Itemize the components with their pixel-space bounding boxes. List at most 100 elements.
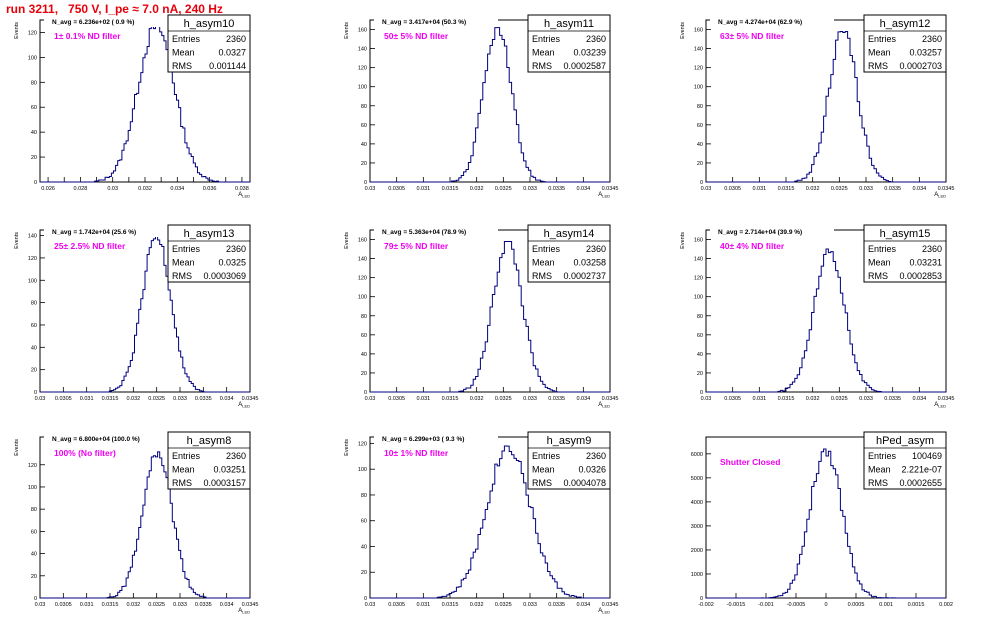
histogram-panel: 0 20 40 60 80 100 120 0.026 0.028 0.03 0.032 0.034 0… bbox=[14, 14, 251, 199]
histogram-name: h_asym13 bbox=[184, 228, 235, 240]
y-tick-label: 80 bbox=[361, 493, 367, 499]
y-tick-label: 120 bbox=[694, 276, 703, 282]
histogram-panel: 0 20 40 60 80 100 120 140 160 0.03 0.0305 0.031 0.03… bbox=[344, 224, 618, 409]
stats-key: Mean bbox=[532, 48, 555, 58]
x-tick-label: 0.034 bbox=[220, 602, 234, 608]
y-tick-label: 0 bbox=[700, 390, 703, 396]
y-tick-label: 140 bbox=[694, 257, 703, 263]
x-axis-label: ALED bbox=[934, 402, 946, 409]
stats-key: Mean bbox=[868, 258, 891, 268]
y-tick-label: 140 bbox=[694, 47, 703, 53]
y-tick-label: 40 bbox=[31, 552, 37, 558]
stats-value: 0.001144 bbox=[209, 61, 246, 71]
y-tick-label: 0 bbox=[364, 596, 367, 602]
histogram-curve bbox=[706, 248, 946, 393]
stats-key: Mean bbox=[868, 48, 891, 58]
stats-value: 2360 bbox=[586, 34, 606, 44]
x-tick-label: 0.032 bbox=[470, 396, 484, 402]
x-tick-label: 0.031 bbox=[752, 396, 766, 402]
x-tick-label: 0.0315 bbox=[778, 186, 795, 192]
y-tick-label: 40 bbox=[361, 142, 367, 148]
y-tick-label: 140 bbox=[358, 47, 367, 53]
y-tick-label: 140 bbox=[28, 234, 37, 240]
stats-key: RMS bbox=[868, 478, 888, 488]
y-tick-label: 120 bbox=[28, 30, 37, 36]
y-axis-label: Events bbox=[344, 232, 350, 249]
x-tick-label: 0.032 bbox=[126, 396, 140, 402]
stats-box bbox=[527, 14, 611, 73]
x-tick-label: 0.0345 bbox=[938, 186, 955, 192]
histogram-curve bbox=[706, 448, 946, 599]
stats-key: RMS bbox=[172, 271, 192, 281]
x-tick-label: 0.03 bbox=[365, 602, 376, 608]
stats-value: 0.0003157 bbox=[203, 478, 246, 488]
stats-key: RMS bbox=[532, 271, 552, 281]
x-tick-label: 0.036 bbox=[203, 186, 217, 192]
header-box bbox=[710, 17, 834, 27]
stats-key: RMS bbox=[172, 61, 192, 71]
stats-box bbox=[863, 224, 947, 283]
x-axis-label: ALED bbox=[598, 402, 610, 409]
x-tick-label: 0.0335 bbox=[884, 186, 901, 192]
histogram-panel: 0 20 40 60 80 100 120 140 160 0.03 0.0305 0.031 0.03… bbox=[680, 224, 954, 409]
stats-value: 0.0002587 bbox=[563, 61, 606, 71]
stats-value: 2360 bbox=[586, 451, 606, 461]
x-tick-label: 0.0315 bbox=[442, 396, 459, 402]
y-tick-label: 20 bbox=[31, 574, 37, 580]
y-tick-label: 100 bbox=[358, 85, 367, 91]
y-tick-label: 80 bbox=[697, 314, 703, 320]
header-box bbox=[374, 17, 498, 27]
x-tick-label: 0.0305 bbox=[724, 396, 741, 402]
x-tick-label: -0.001 bbox=[758, 602, 774, 608]
stats-key: Entries bbox=[172, 244, 201, 254]
stats-value: 2360 bbox=[922, 34, 942, 44]
x-tick-label: 0.0325 bbox=[831, 186, 848, 192]
x-axis-label: ALED bbox=[238, 192, 250, 199]
navg-label: N_avg = 3.417e+04 (50.3 %) bbox=[382, 19, 466, 26]
stats-box bbox=[863, 431, 947, 490]
y-tick-label: 40 bbox=[31, 130, 37, 136]
y-tick-label: 60 bbox=[31, 105, 37, 111]
header-box bbox=[44, 227, 168, 237]
histogram-name: h_asym15 bbox=[880, 228, 931, 240]
x-tick-label: 0.0305 bbox=[55, 396, 72, 402]
y-tick-label: 0 bbox=[700, 596, 703, 602]
stats-key: Mean bbox=[532, 465, 555, 475]
x-axis-label: ALED bbox=[934, 192, 946, 199]
stats-key: Entries bbox=[532, 34, 561, 44]
y-tick-label: 40 bbox=[697, 352, 703, 358]
y-tick-label: 0 bbox=[34, 390, 37, 396]
x-tick-label: 0.0305 bbox=[388, 186, 405, 192]
stats-value: 0.0004078 bbox=[563, 478, 606, 488]
x-tick-label: 0.032 bbox=[138, 186, 152, 192]
navg-label: N_avg = 4.274e+04 (62.9 %) bbox=[718, 19, 802, 26]
y-tick-label: 1000 bbox=[691, 572, 703, 578]
stats-key: Mean bbox=[172, 258, 195, 268]
y-tick-label: 20 bbox=[361, 371, 367, 377]
header-box bbox=[44, 17, 168, 27]
x-tick-label: 0.0315 bbox=[442, 602, 459, 608]
x-tick-label: 0.0315 bbox=[442, 186, 459, 192]
stats-key: Mean bbox=[172, 465, 195, 475]
x-tick-label: 0.0335 bbox=[548, 186, 565, 192]
x-tick-label: 0.034 bbox=[912, 396, 926, 402]
stats-box bbox=[167, 14, 251, 73]
y-tick-label: 120 bbox=[28, 256, 37, 262]
stats-value: 0.03258 bbox=[573, 258, 606, 268]
y-tick-label: 20 bbox=[697, 371, 703, 377]
x-tick-label: 0.0345 bbox=[602, 602, 619, 608]
stats-value: 0.0003069 bbox=[203, 271, 246, 281]
y-axis-label: Events bbox=[680, 232, 686, 249]
histogram-panel: 0 20 40 60 80 100 120 140 0.03 0.0305 0.031 0.0315 0… bbox=[14, 224, 258, 409]
stats-key: Entries bbox=[868, 34, 897, 44]
x-tick-label: 0.0305 bbox=[388, 602, 405, 608]
x-tick-label: 0.03 bbox=[35, 602, 46, 608]
y-tick-label: 100 bbox=[28, 278, 37, 284]
stats-value: 0.03257 bbox=[909, 48, 942, 58]
y-tick-label: 0 bbox=[364, 180, 367, 186]
y-tick-label: 20 bbox=[361, 161, 367, 167]
y-tick-label: 40 bbox=[361, 544, 367, 550]
y-tick-label: 160 bbox=[358, 238, 367, 244]
histogram-curve bbox=[40, 451, 250, 599]
x-tick-label: 0.0335 bbox=[195, 396, 212, 402]
